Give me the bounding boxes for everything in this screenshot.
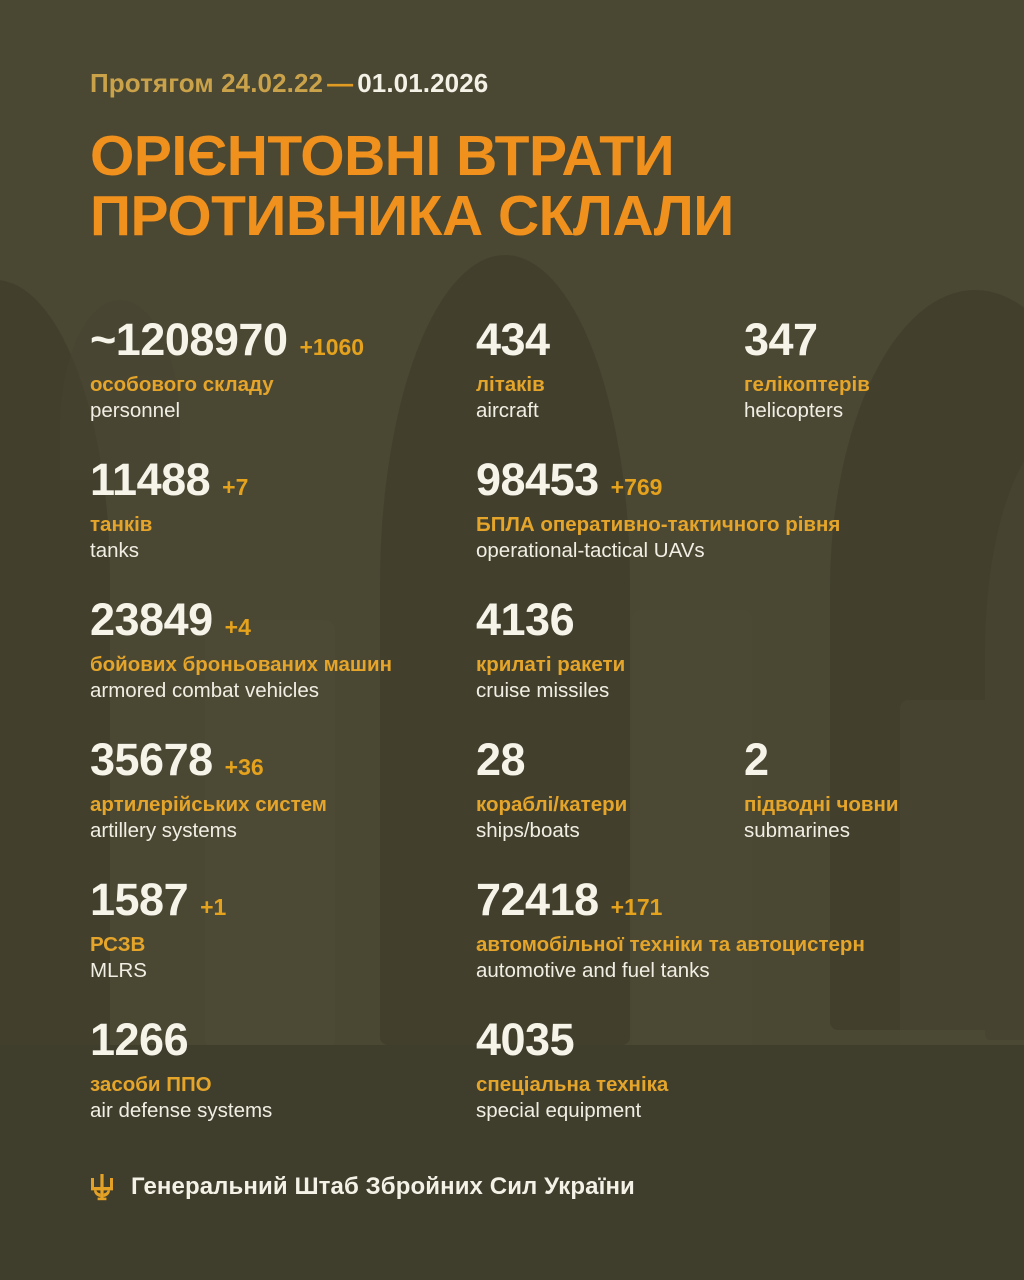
stat-value: 28 (476, 733, 526, 785)
stat-value: 35678 (90, 733, 213, 785)
stats-row: 1587 +1 РСЗВ MLRS 72418 +171 автомобільн… (90, 877, 934, 1017)
stat-label-en: tanks (90, 539, 139, 562)
stat-helicopters: 347 гелікоптерів helicopters (744, 317, 870, 423)
stat-label-ua: танків (90, 512, 153, 536)
stat-value: 23849 (90, 593, 213, 645)
stat-label-ua: літаків (476, 372, 545, 396)
title-line-1: Орієнтовні втрати (90, 124, 675, 188)
stat-label-en: MLRS (90, 959, 147, 982)
stat-value: 1266 (90, 1013, 189, 1065)
stat-label-ua: крилаті ракети (476, 652, 626, 676)
stats-row: ~1208970 +1060 особового складу personne… (90, 317, 934, 457)
stat-value: ~1208970 (90, 313, 288, 365)
stat-delta: +769 (610, 473, 663, 500)
stat-value: 4035 (476, 1013, 575, 1065)
stat-tanks: 11488 +7 танків tanks (90, 457, 248, 563)
stat-label-en: helicopters (744, 399, 844, 422)
stat-submarines: 2 підводні човни submarines (744, 737, 898, 843)
stat-value: 72418 (476, 873, 599, 925)
stat-value: 1587 (90, 873, 189, 925)
stats-row: 11488 +7 танків tanks 98453 +769 БПЛА оп… (90, 457, 934, 597)
stat-operational-tactical-uavs: 98453 +769 БПЛА оперативно-тактичного рі… (476, 457, 840, 563)
footer: Генеральний Штаб Збройних Сил України (90, 1172, 635, 1201)
stat-value-row: 98453 +769 (476, 457, 840, 502)
stat-value-row: 1587 +1 (90, 877, 226, 922)
stat-aircraft: 434 літаків aircraft (476, 317, 562, 423)
stat-label-ua: артилерійських систем (90, 792, 327, 816)
stat-automotive-and-fuel-tanks: 72418 +171 автомобільної техніки та авто… (476, 877, 865, 983)
stat-air-defense-systems: 1266 засоби ППО air defense systems (90, 1017, 272, 1123)
stat-label-en: cruise missiles (476, 679, 610, 702)
period-line: Протягом 24.02.22—01.01.2026 (90, 0, 934, 96)
stat-value-row: 28 (476, 737, 627, 782)
stat-delta: +4 (224, 613, 251, 640)
stat-label-ua: гелікоптерів (744, 372, 870, 396)
stat-label-en: artillery systems (90, 819, 237, 842)
stat-value-row: 23849 +4 (90, 597, 392, 642)
stat-label-en: ships/boats (476, 819, 580, 842)
stats-grid: ~1208970 +1060 особового складу personne… (90, 317, 934, 1137)
stat-value-row: 35678 +36 (90, 737, 327, 782)
stat-delta: +1060 (299, 333, 365, 360)
stat-value-row: 11488 +7 (90, 457, 248, 502)
stat-value-row: 2 (744, 737, 898, 782)
stats-row: 23849 +4 бойових броньованих машин armor… (90, 597, 934, 737)
stat-value: 11488 (90, 453, 211, 505)
stat-label-ua: спеціальна техніка (476, 1072, 669, 1096)
stats-row: 1266 засоби ППО air defense systems 4035… (90, 1017, 934, 1137)
period-dash: — (327, 68, 354, 98)
stat-value: 434 (476, 313, 550, 365)
stat-cruise-missiles: 4136 крилаті ракети cruise missiles (476, 597, 625, 703)
stat-artillery-systems: 35678 +36 артилерійських систем artiller… (90, 737, 327, 843)
stat-label-ua: БПЛА оперативно-тактичного рівня (476, 512, 841, 536)
poster-content: Протягом 24.02.22—01.01.2026 Орієнтовні … (90, 0, 934, 1137)
stat-label-en: operational-tactical UAVs (476, 539, 705, 562)
stat-value-row: ~1208970 +1060 (90, 317, 364, 362)
stat-delta: +171 (610, 893, 663, 920)
footer-text: Генеральний Штаб Збройних Сил України (131, 1172, 635, 1200)
stat-mlrs: 1587 +1 РСЗВ MLRS (90, 877, 226, 983)
stats-row: 35678 +36 артилерійських систем artiller… (90, 737, 934, 877)
stat-label-ua: бойових броньованих машин (90, 652, 393, 676)
stat-label-en: aircraft (476, 399, 539, 422)
stat-value-row: 72418 +171 (476, 877, 865, 922)
stat-label-ua: автомобільної техніки та автоцистерн (476, 932, 865, 956)
stat-value: 98453 (476, 453, 599, 505)
stat-delta: +36 (224, 753, 264, 780)
stat-delta: +1 (200, 893, 227, 920)
stat-value-row: 1266 (90, 1017, 272, 1062)
stat-value: 347 (744, 313, 818, 365)
stat-label-en: armored combat vehicles (90, 679, 320, 702)
stat-label-en: submarines (744, 819, 850, 842)
stat-label-ua: засоби ППО (90, 1072, 212, 1096)
stat-ships-boats: 28 кораблі/катери ships/boats (476, 737, 627, 843)
stat-label-en: air defense systems (90, 1099, 273, 1122)
stat-label-ua: РСЗВ (90, 932, 146, 956)
page-title: Орієнтовні втрати противника склали (90, 126, 934, 247)
stat-value: 2 (744, 733, 769, 785)
stat-value-row: 434 (476, 317, 562, 362)
stat-delta: +7 (222, 473, 249, 500)
stat-label-en: special equipment (476, 1099, 642, 1122)
stat-personnel: ~1208970 +1060 особового складу personne… (90, 317, 364, 423)
period-end: 01.01.2026 (357, 68, 489, 98)
stat-label-en: personnel (90, 399, 181, 422)
stat-label-ua: особового складу (90, 372, 274, 396)
stat-label-ua: кораблі/катери (476, 792, 628, 816)
stat-value-row: 4035 (476, 1017, 668, 1062)
stat-special-equipment: 4035 спеціальна техніка special equipmen… (476, 1017, 668, 1123)
title-line-2: противника склали (90, 184, 734, 249)
stat-label-ua: підводні човни (744, 792, 899, 816)
stat-label-en: automotive and fuel tanks (476, 959, 710, 982)
stat-value-row: 347 (744, 317, 870, 362)
period-start: Протягом 24.02.22 (90, 68, 324, 98)
stat-value-row: 4136 (476, 597, 625, 642)
trident-icon (90, 1172, 114, 1201)
stat-value: 4136 (476, 593, 575, 645)
stat-armored-combat-vehicles: 23849 +4 бойових броньованих машин armor… (90, 597, 392, 703)
